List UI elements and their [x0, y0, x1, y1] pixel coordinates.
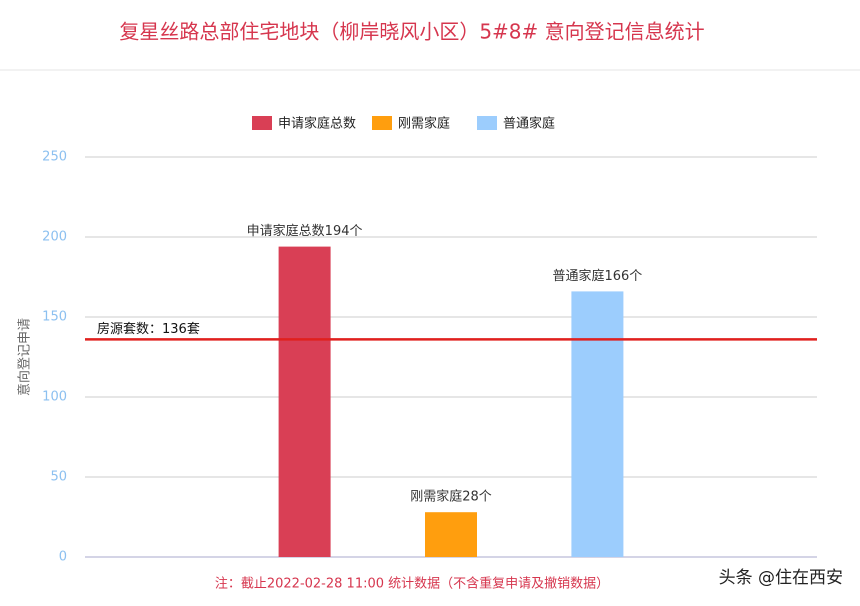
note: 注：截止2022-02-28 11:00 统计数据（不含重复申请及撤销数据）	[215, 576, 609, 592]
y-tick-label: 250	[42, 150, 67, 165]
bar	[425, 512, 477, 557]
legend-swatch	[372, 116, 392, 130]
y-tick-label: 150	[42, 310, 67, 325]
chart-title: 复星丝路总部住宅地块（柳岸晓风小区）5#8# 意向登记信息统计	[119, 20, 704, 44]
legend-label: 申请家庭总数	[278, 116, 356, 132]
reference-label: 房源套数：136套	[97, 321, 200, 337]
y-axis-label: 意向登记申请	[17, 318, 33, 396]
value-label: 普通家庭166个	[552, 268, 642, 284]
legend-label: 刚需家庭	[398, 116, 450, 132]
y-tick-label: 200	[42, 230, 67, 245]
y-tick-label: 0	[59, 550, 67, 565]
bar	[278, 246, 331, 557]
y-tick-label: 100	[42, 390, 67, 405]
legend-swatch	[477, 116, 497, 130]
legend-label: 普通家庭	[503, 116, 555, 132]
bar	[571, 291, 624, 557]
legend-swatch	[252, 116, 272, 130]
value-label: 申请家庭总数194个	[247, 223, 363, 239]
watermark: 头条 @住在西安	[719, 568, 843, 588]
y-tick-label: 50	[50, 470, 67, 485]
value-label: 刚需家庭28个	[410, 489, 492, 505]
